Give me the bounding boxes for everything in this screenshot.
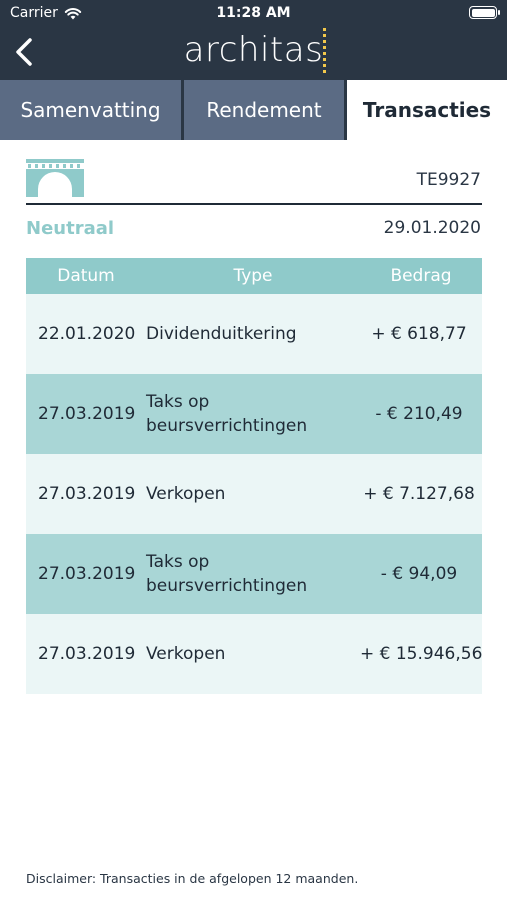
status-time: 11:28 AM	[216, 5, 291, 21]
row-type: Verkopen	[146, 484, 226, 504]
row-amount: - € 210,49	[375, 404, 463, 424]
carrier-label: Carrier	[10, 5, 58, 21]
row-type: Taks op beursverrichtingen	[146, 552, 308, 596]
table-row: 27.03.2019 Verkopen + € 7.127,68	[26, 454, 482, 534]
transactions-table: Datum Type Bedrag 22.01.2020 Dividenduit…	[26, 258, 482, 694]
column-header-bedrag: Bedrag	[390, 266, 452, 286]
battery-icon	[469, 6, 500, 19]
tab-bar: Samenvatting Rendement Transacties	[0, 80, 507, 140]
row-date: 27.03.2019	[38, 564, 136, 584]
profile-date: 29.01.2020	[383, 218, 481, 238]
tab-transacties[interactable]: Transacties	[344, 80, 507, 140]
column-header-type: Type	[233, 266, 273, 286]
back-button[interactable]	[10, 34, 40, 70]
row-amount: + € 618,77	[371, 324, 467, 344]
wifi-icon	[64, 7, 82, 19]
tab-samenvatting[interactable]: Samenvatting	[0, 80, 181, 140]
account-code: TE9927	[416, 170, 481, 190]
logo-accent-mark	[323, 28, 326, 74]
row-date: 27.03.2019	[38, 404, 136, 424]
status-bar: Carrier 11:28 AM	[0, 0, 507, 26]
tab-rendement[interactable]: Rendement	[181, 80, 344, 140]
row-type: Dividenduitkering	[146, 324, 297, 344]
bridge-icon	[26, 159, 84, 197]
row-amount: + € 7.127,68	[363, 484, 475, 504]
row-type: Taks op beursverrichtingen	[146, 392, 308, 436]
table-row: 22.01.2020 Dividenduitkering + € 618,77	[26, 294, 482, 374]
architas-logo: architas	[183, 30, 324, 70]
column-header-datum: Datum	[57, 266, 115, 286]
row-type: Verkopen	[146, 644, 226, 664]
profile-name: Neutraal	[26, 218, 115, 239]
row-date: 22.01.2020	[38, 324, 136, 344]
table-row: 27.03.2019 Taks op beursverrichtingen - …	[26, 534, 482, 614]
divider	[26, 203, 482, 205]
table-header: Datum Type Bedrag	[26, 258, 482, 294]
row-amount: + € 15.946,56	[360, 644, 483, 664]
chevron-left-icon	[16, 38, 32, 66]
row-date: 27.03.2019	[38, 484, 136, 504]
disclaimer-text: Disclaimer: Transacties in de afgelopen …	[26, 871, 359, 886]
carrier-info: Carrier	[10, 5, 82, 21]
row-amount: - € 94,09	[380, 564, 458, 584]
table-row: 27.03.2019 Verkopen + € 15.946,56	[26, 614, 482, 694]
table-row: 27.03.2019 Taks op beursverrichtingen - …	[26, 374, 482, 454]
row-date: 27.03.2019	[38, 644, 136, 664]
app-header: Carrier 11:28 AM architas	[0, 0, 507, 80]
